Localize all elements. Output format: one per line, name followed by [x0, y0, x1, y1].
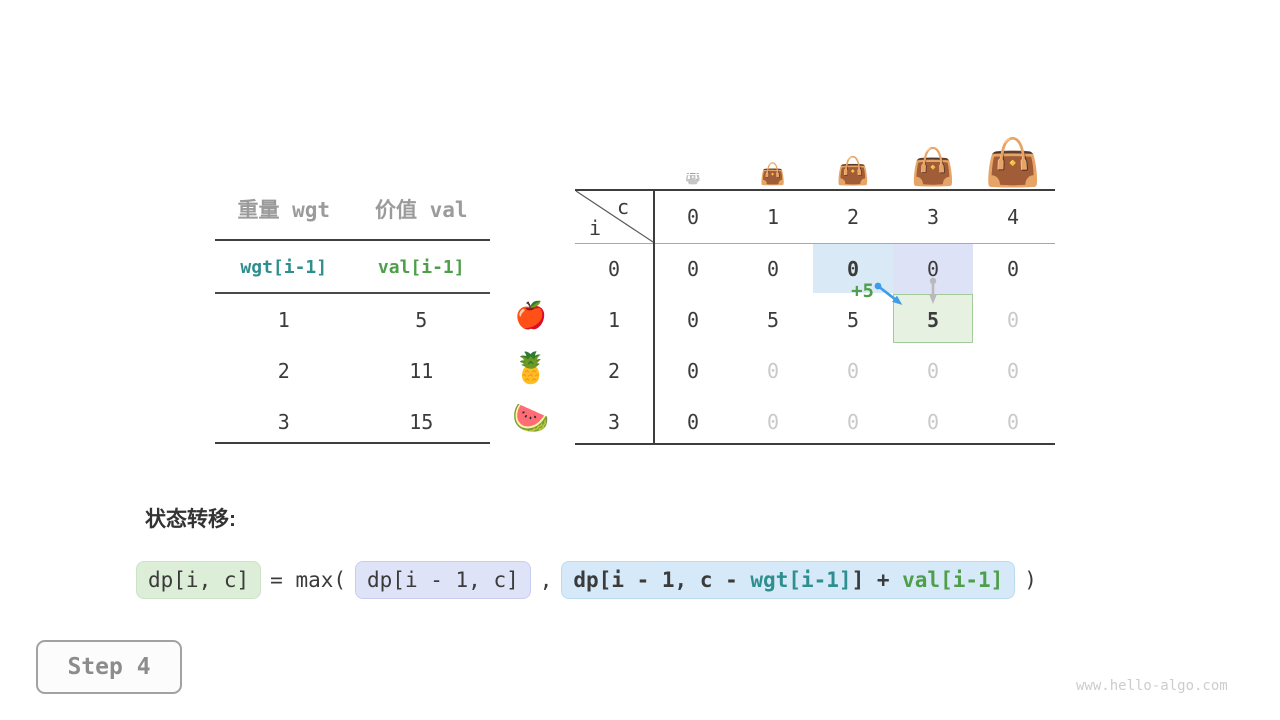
formula-arg2-pre: dp[i - 1, c -: [573, 568, 751, 592]
formula-arg2-mid: ] +: [851, 568, 903, 592]
capacity-bag-icon-1: 👜: [759, 163, 787, 186]
items-table-header: 重量 wgt 价值 val: [215, 200, 490, 221]
item-2-weight: 2: [277, 359, 290, 383]
col-header-value: 价值 val: [374, 198, 468, 222]
capacity-bag-icon-0: 👜: [683, 169, 703, 186]
apple-icon: 🍎: [514, 300, 548, 330]
item-row-2: 2 11: [215, 361, 490, 381]
col-header-2: 2: [846, 205, 860, 229]
plus-value-annotation: +5: [851, 280, 874, 302]
pineapple-icon: 🍍: [512, 352, 550, 385]
item-1-weight: 1: [277, 308, 290, 332]
col-header-4: 4: [1006, 205, 1020, 229]
dp-cell-3-4: 0: [1006, 410, 1020, 434]
dp-cell-1-1: 5: [766, 308, 780, 332]
item-row-1: 1 5: [215, 310, 490, 330]
dp-cell-0-2: 0: [846, 257, 860, 281]
items-table-divider-top: [215, 239, 490, 241]
item-3-value: 15: [409, 410, 434, 434]
formula-comma: ,: [539, 568, 553, 592]
dp-cell-0-3: 0: [926, 257, 940, 281]
wgt-var-label: wgt[i-1]: [240, 257, 328, 278]
item-row-3: 3 15: [215, 412, 490, 432]
items-table-divider-mid: [215, 292, 490, 294]
watermelon-icon: 🍉: [512, 402, 550, 435]
dp-cell-0-1: 0: [766, 257, 780, 281]
item-2-value: 11: [409, 359, 434, 383]
dp-cell-2-2: 0: [846, 359, 860, 383]
capacity-bag-icon-2: 👜: [836, 156, 870, 186]
corner-col-var: c: [616, 195, 630, 219]
state-transition-formula: dp[i, c] = max( dp[i - 1, c] , dp[i - 1,…: [136, 561, 1037, 599]
dp-cell-1-2: 5: [846, 308, 860, 332]
dp-cell-2-1: 0: [766, 359, 780, 383]
dp-cell-0-4: 0: [1006, 257, 1020, 281]
dp-cell-2-0: 0: [686, 359, 700, 383]
dp-cell-3-0: 0: [686, 410, 700, 434]
formula-close: ): [1024, 568, 1037, 592]
dp-cell-3-1: 0: [766, 410, 780, 434]
dp-cell-0-0: 0: [686, 257, 700, 281]
capacity-bag-icon-3: 👜: [910, 146, 956, 187]
item-1-value: 5: [415, 308, 428, 332]
grid-border-bottom: [575, 443, 1055, 445]
col-header-0: 0: [686, 205, 700, 229]
formula-arg2-wgt: wgt[i-1]: [750, 568, 852, 592]
corner-row-var: i: [588, 216, 602, 240]
step-button[interactable]: Step 4: [36, 640, 182, 694]
capacity-bag-icon-4: 👜: [984, 136, 1042, 188]
grid-border-top: [575, 189, 1055, 191]
row-header-1: 1: [607, 308, 621, 332]
transition-label: 状态转移:: [145, 508, 236, 531]
formula-arg1: dp[i - 1, c]: [355, 561, 531, 599]
col-header-3: 3: [926, 205, 940, 229]
row-header-2: 2: [607, 359, 621, 383]
grid-header-underline: [575, 243, 1055, 244]
dp-cell-2-4: 0: [1006, 359, 1020, 383]
items-table-divider-bottom: [215, 442, 490, 444]
row-header-3: 3: [607, 410, 621, 434]
dp-cell-2-3: 0: [926, 359, 940, 383]
col-header-weight: 重量 wgt: [237, 198, 331, 222]
dp-cell-1-3: 5: [926, 308, 940, 332]
formula-arg2: dp[i - 1, c - wgt[i-1]] + val[i-1]: [561, 561, 1016, 599]
formula-arg2-val: val[i-1]: [902, 568, 1004, 592]
dp-cell-3-3: 0: [926, 410, 940, 434]
grid-border-vertical: [653, 189, 655, 445]
formula-lhs: dp[i, c]: [136, 561, 262, 599]
dp-cell-1-0: 0: [686, 308, 700, 332]
formula-op: = max(: [270, 568, 347, 592]
row-header-0: 0: [607, 257, 621, 281]
items-table-var-row: wgt[i-1] val[i-1]: [215, 259, 490, 277]
watermark: www.hello-algo.com: [1076, 678, 1228, 694]
dp-cell-1-4: 0: [1006, 308, 1020, 332]
col-header-1: 1: [766, 205, 780, 229]
dp-cell-3-2: 0: [846, 410, 860, 434]
item-3-weight: 3: [277, 410, 290, 434]
val-var-label: val[i-1]: [377, 257, 465, 278]
